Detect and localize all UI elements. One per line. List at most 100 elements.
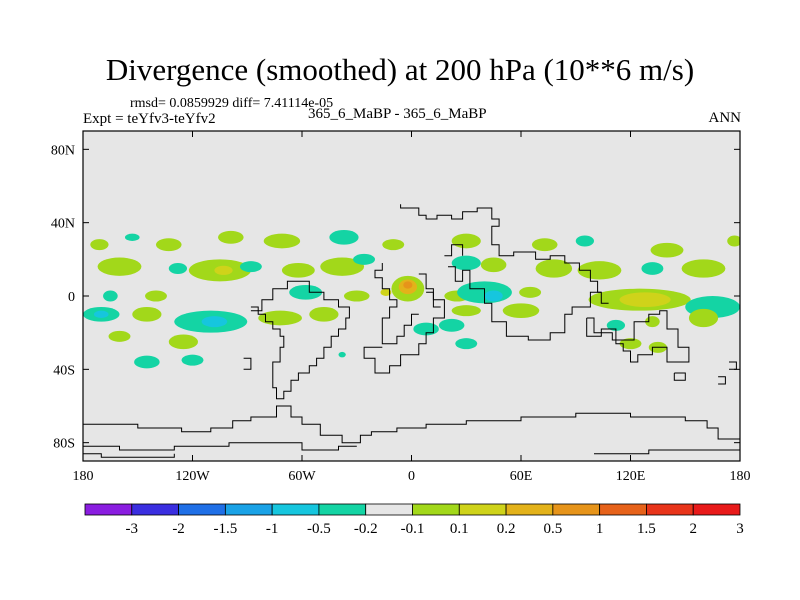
contour-region-47 [258,310,302,326]
x-tick-label-2: 60W [288,469,316,484]
contour-region-59 [455,338,478,350]
contour-region-36 [484,290,503,302]
contour-region-33 [380,288,392,297]
colorbar-swatch-2 [178,503,226,516]
contour-region-53 [606,319,626,331]
colorbar-swatch-4 [271,503,320,516]
chart-title: Divergence (smoothed) at 200 hPa (10**6 … [105,52,695,87]
coastline-15 [594,449,740,455]
coastline-3 [448,266,602,341]
contour-region-29 [343,290,370,302]
coastline-14 [83,453,175,458]
contour-region-20 [451,255,481,271]
contour-region-46 [201,316,228,328]
contour-region-10 [650,242,684,258]
contour-region-23 [577,261,622,280]
contour-region-48 [309,307,339,322]
contour-region-25 [681,259,726,278]
contour-region-19 [353,253,375,265]
colorbar-swatch-12 [646,503,694,516]
coastline-13 [83,442,357,451]
x-tick-label-5: 120E [616,469,646,484]
coastline-12 [83,405,740,444]
coastline-4 [444,244,464,257]
colorbar-swatch-0 [84,503,133,516]
coastline-5 [426,291,441,308]
contour-region-9 [575,235,594,247]
colorbar-label-9: 0.5 [543,521,562,537]
colorbar-label-8: 0.2 [497,521,516,537]
colorbar-swatch-6 [365,503,413,516]
coastline-7 [673,372,686,381]
coastline-8 [718,376,726,385]
contour-region-26 [103,290,118,302]
contour-region-1 [124,233,140,241]
contour-region-12 [97,257,142,276]
colorbar-label-12: 2 [689,521,697,537]
contour-region-58 [181,354,204,366]
colorbar-swatch-10 [552,503,601,516]
colorbar: -3 -2 -1.5 -1 -0.5 -0.2 -0.1 0.1 0.2 0.5 1 1.5 2 3 [84,503,744,537]
colorbar-label-4: -0.5 [307,521,331,537]
season-label: ANN [708,110,742,126]
contour-region-21 [480,257,507,273]
contour-region-44 [132,307,162,322]
contour-region-4 [263,233,301,249]
y-tick-label-1: 40N [51,217,75,232]
colorbar-label-7: 0.1 [450,521,469,537]
colorbar-swatch-9 [505,503,554,516]
divergence-contours [83,230,740,369]
y-tick-label-0: 80N [51,143,75,158]
contour-region-5 [329,230,359,245]
contour-region-43 [93,310,109,319]
axis-ticks: 180 120W 60W 0 60E 120E 180 80N 40N 0 40S 80S [51,131,751,484]
coastline-0 [400,204,609,304]
contour-region-0 [90,239,109,251]
x-tick-label-4: 60E [510,469,533,484]
contour-region-3 [218,230,244,244]
colorbar-label-11: 1.5 [637,521,656,537]
contour-region-51 [451,305,481,317]
contour-region-2 [156,238,182,252]
y-tick-label-2: 0 [68,290,75,305]
colorbar-label-1: -2 [172,521,185,537]
colorbar-swatch-5 [318,503,367,516]
colorbar-swatch-11 [599,503,647,516]
contour-region-57 [134,355,160,369]
coastline-6 [586,310,690,363]
contour-region-52 [502,303,540,318]
colorbar-label-0: -3 [126,521,139,537]
contour-region-28 [289,285,323,300]
contour-region-18 [320,257,365,276]
contour-region-15 [214,265,233,275]
colorbar-swatch-13 [692,503,741,516]
contour-region-6 [382,239,405,251]
contour-region-27 [145,290,167,302]
y-tick-label-4: 80S [53,437,75,452]
colorbar-swatch-7 [412,503,460,516]
contour-region-62 [338,351,346,358]
contour-region-7 [451,233,481,249]
contour-region-16 [239,261,262,273]
contour-region-13 [168,263,188,274]
coastline-1 [374,263,419,345]
colorbar-label-10: 1 [596,521,604,537]
coastline-layer [83,204,740,458]
contour-region-32 [403,281,413,289]
stats-label: rmsd= 0.0859929 diff= 7.41114e-05 [130,96,334,111]
colorbar-label-6: -0.1 [401,521,425,537]
x-tick-label-0: 180 [73,469,94,484]
x-tick-label-3: 0 [408,469,415,484]
colorbar-swatch-8 [458,503,507,516]
contour-region-55 [108,330,131,342]
coastline-9 [729,361,737,370]
contour-region-39 [619,292,671,307]
experiment-label: Expt = teYfv3-teYfv2 [83,111,216,127]
x-tick-label-6: 180 [730,469,751,484]
coastline-11 [243,357,252,370]
contour-region-8 [531,238,558,252]
x-tick-label-1: 120W [175,469,210,484]
contour-region-11 [727,235,740,247]
colorbar-label-13: 3 [736,521,744,537]
